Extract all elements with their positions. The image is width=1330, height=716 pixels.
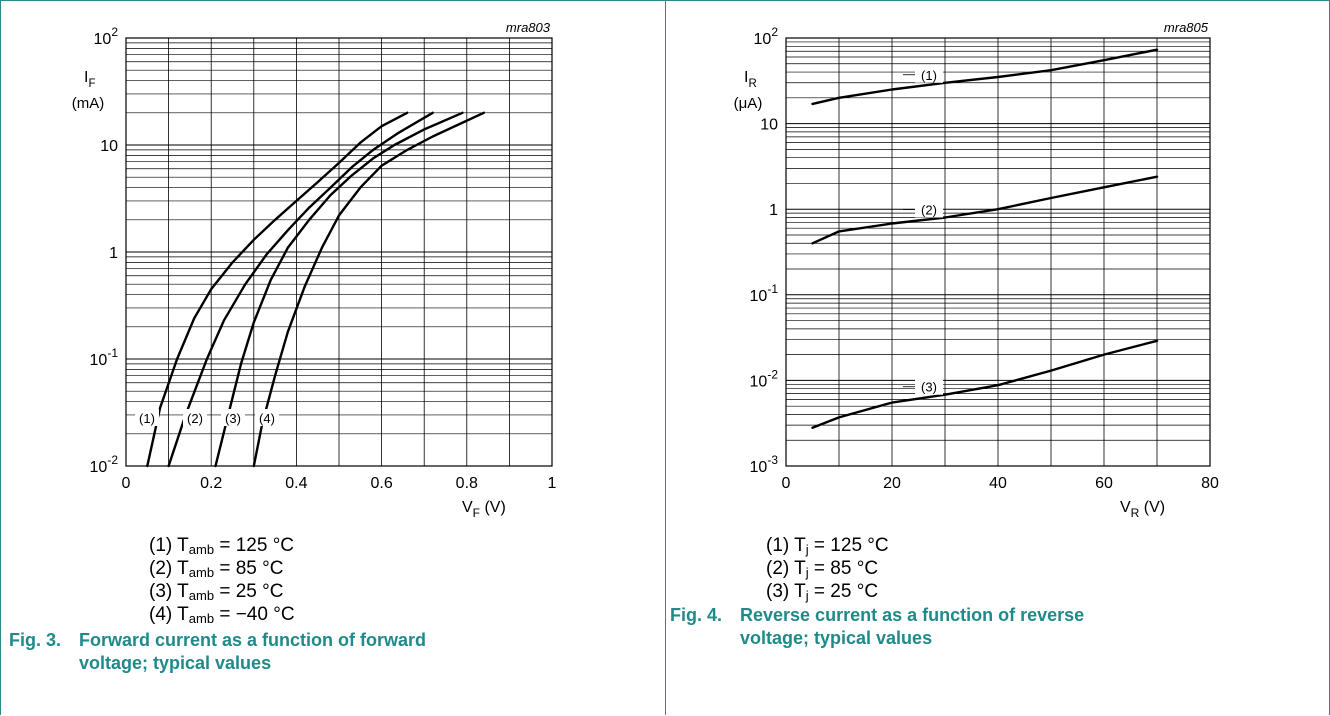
figure-4-panel: mra805 102 10 1 10-1 10-2 10-3 0 20 40 60 80 IR (μA) V…: [665, 0, 1330, 715]
y-tick-label: 10: [100, 138, 118, 155]
x-tick-label: 60: [1095, 475, 1113, 492]
curve-label-bg: [915, 377, 943, 395]
figure-code-label: mra803: [506, 20, 551, 35]
y-axis-unit: (μA): [734, 95, 763, 112]
curve-label-bg: [183, 409, 207, 426]
figure-3-panel: mra803 102 10 1 10-1 10-2 0 0.2 0.4 0.6 0.8 1 IF (mA)…: [0, 0, 666, 715]
legend-entry: (2) Tj = 85 °C: [766, 558, 879, 580]
curve-label: (1): [139, 411, 155, 426]
plot-frame: [785, 37, 1211, 467]
figure-3-caption: Fig. 3. Forward current as a function of …: [9, 629, 426, 675]
series-curve: [167, 111, 434, 468]
plot-frame: [125, 37, 553, 467]
y-axis-label: IF: [84, 69, 96, 90]
figure-4-caption: Fig. 4. Reverse current as a function of …: [670, 604, 1084, 650]
caption-number: Fig. 3.: [9, 630, 62, 650]
y-axis-unit: (mA): [72, 95, 105, 112]
x-tick-label: 0.4: [285, 475, 307, 492]
x-tick-label: 0: [122, 475, 131, 492]
x-tick-label: 1: [548, 475, 557, 492]
curve-label-bg: [255, 409, 279, 426]
caption-number: Fig. 4.: [670, 605, 723, 625]
curve-label-bg: [915, 65, 943, 83]
series-curve: [214, 111, 464, 468]
legend-entry: (3) Tamb = 25 °C: [149, 581, 284, 603]
y-tick-label: 102: [94, 25, 119, 48]
legend-entry: (1) Tamb = 125 °C: [149, 535, 295, 557]
x-tick-label: 80: [1201, 475, 1219, 492]
caption-title-line: voltage; typical values: [740, 628, 933, 648]
curve-label: (3): [225, 411, 241, 426]
y-tick-label: 10-2: [750, 367, 779, 390]
legend-entry: (1) Tj = 125 °C: [766, 535, 889, 557]
caption-title-line: voltage; typical values: [79, 653, 272, 673]
curve-label-bg: [221, 409, 245, 426]
x-tick-label: 0.6: [370, 475, 392, 492]
forward-current-chart: mra803 102 10 1 10-1 10-20 0.2 0.4 0.6 0.8 1 IF (mA)…: [72, 20, 557, 520]
caption-title-line: Forward current as a function of forward: [79, 630, 427, 650]
curve-label-bg: [135, 409, 159, 426]
x-tick-label: 20: [883, 475, 901, 492]
x-tick-label: 0.2: [200, 475, 222, 492]
curve-label: (3): [921, 380, 937, 395]
series-curve: [811, 48, 1159, 106]
x-axis-label: VR (V): [1120, 499, 1165, 520]
series-curve: [811, 175, 1159, 245]
y-axis-label: IR: [744, 69, 757, 90]
legend-entry: (3) Tj = 25 °C: [766, 581, 879, 603]
reverse-current-chart: mra805 102 10 1 10-1 10-2 10-30 20 40 60 80 IR (μA) V…: [734, 20, 1219, 520]
curve-label-bg: [915, 200, 943, 218]
curve-label: (1): [921, 68, 937, 83]
y-tick-label: 10-3: [750, 453, 779, 476]
curve-label: (4): [259, 411, 275, 426]
curve-label: (2): [921, 202, 937, 217]
figure-code-label: mra805: [1164, 20, 1209, 35]
y-tick-label: 1: [109, 245, 118, 262]
x-tick-label: 40: [989, 475, 1007, 492]
y-tick-label: 10-1: [750, 282, 779, 305]
figure-4-legend: (1) Tj = 125 °C (2) Tj = 85 °C (3) Tj = …: [766, 534, 889, 603]
x-tick-label: 0: [782, 475, 791, 492]
y-tick-label: 10-1: [90, 346, 119, 369]
figure-3-legend: (1) Tamb = 125 °C (2) Tamb = 85 °C (3) T…: [149, 534, 295, 626]
series-curve: [811, 339, 1159, 429]
series-curve: [146, 111, 409, 468]
y-tick-label: 1: [769, 202, 778, 219]
y-tick-label: 10: [760, 117, 778, 134]
curve-label: (2): [187, 411, 203, 426]
caption-title-line: Reverse current as a function of reverse: [740, 605, 1085, 625]
x-tick-label: 0.8: [456, 475, 478, 492]
x-axis-label: VF (V): [462, 499, 506, 520]
legend-entry: (4) Tamb = −40 °C: [149, 604, 295, 626]
y-tick-label: 10-2: [90, 453, 119, 476]
y-tick-label: 102: [754, 25, 779, 48]
series-curve: [252, 111, 485, 468]
legend-entry: (2) Tamb = 85 °C: [149, 558, 284, 580]
plot-grid: [785, 37, 1211, 467]
